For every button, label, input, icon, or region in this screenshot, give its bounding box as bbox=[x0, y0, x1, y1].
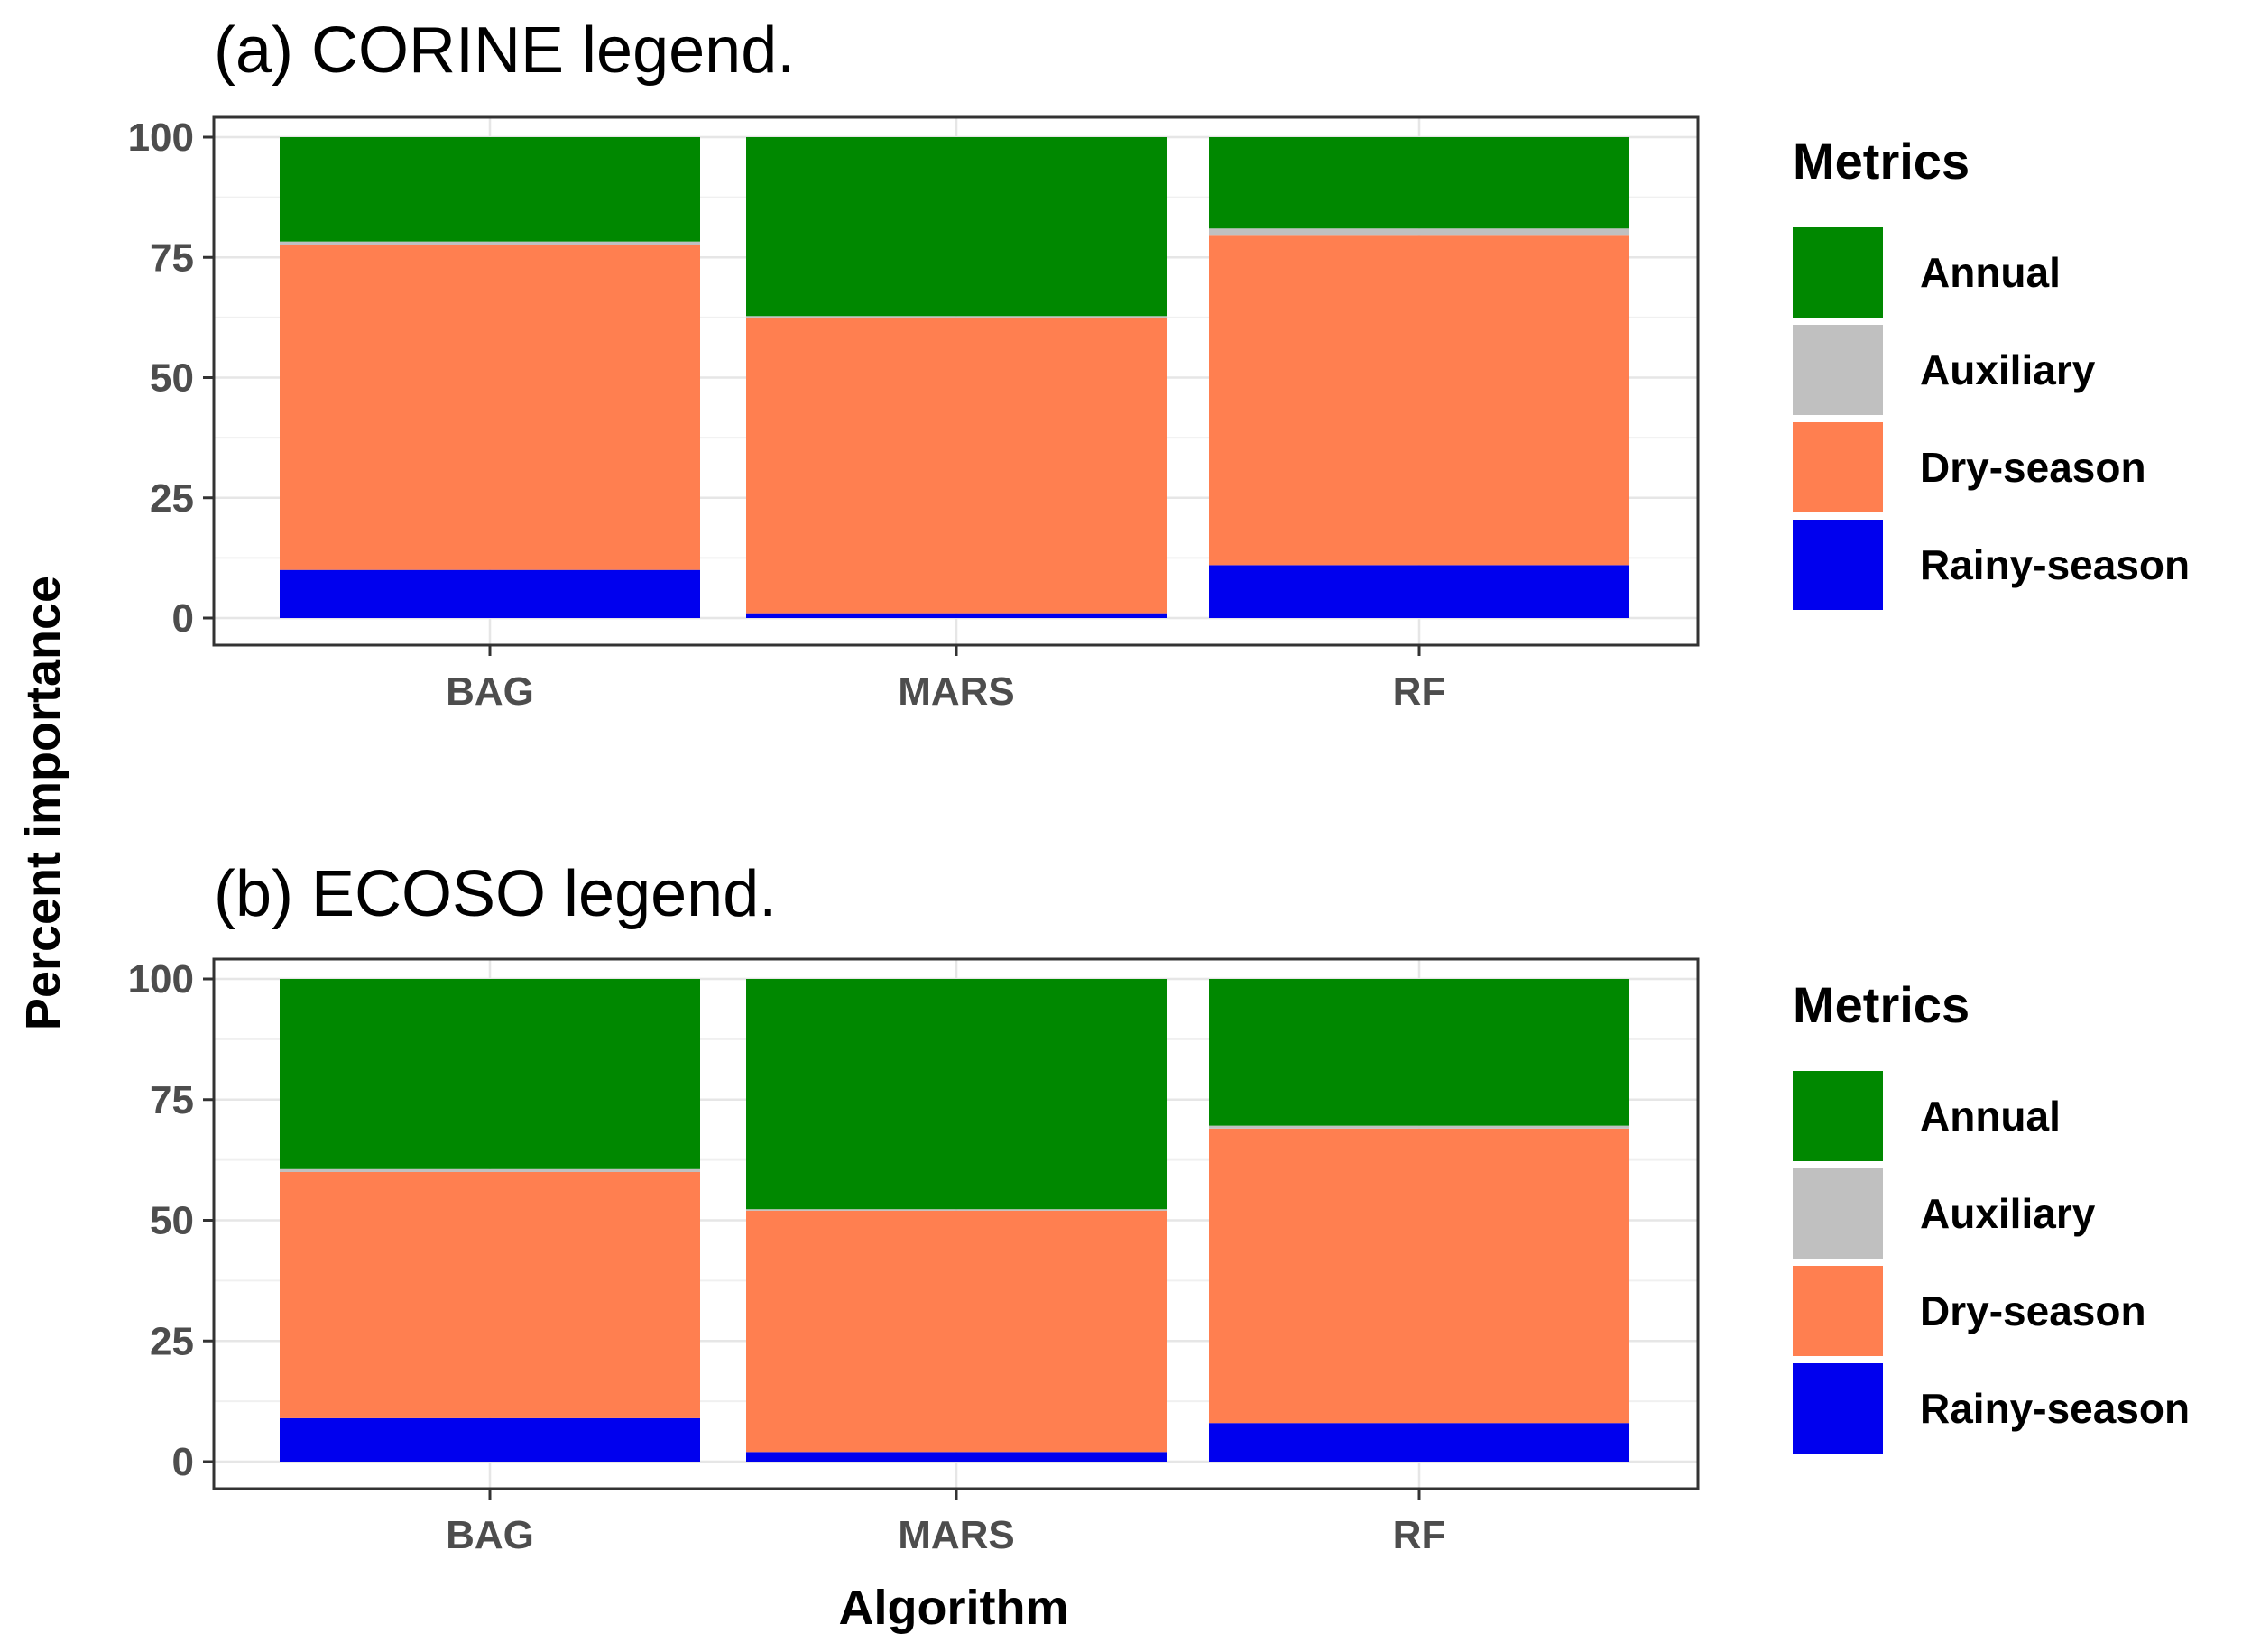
legend-key-dry-season bbox=[1793, 1266, 1883, 1356]
legend: Metrics Annual Auxiliary Dry-season Rainy-se… bbox=[1793, 976, 2190, 1454]
y-tick-label: 25 bbox=[150, 476, 194, 521]
x-tick-label: BAG bbox=[446, 669, 534, 714]
legend-key-rainy-season bbox=[1793, 520, 1883, 610]
bar-segment-auxiliary bbox=[746, 316, 1167, 318]
bar-bag bbox=[280, 137, 700, 618]
x-tick-label: MARS bbox=[898, 1513, 1015, 1557]
y-tick-label: 100 bbox=[128, 115, 194, 160]
y-tick-label: 100 bbox=[128, 957, 194, 1001]
bar-segment-auxiliary bbox=[280, 1168, 700, 1172]
legend-title: Metrics bbox=[1793, 976, 1970, 1033]
bar-segment-dry-season bbox=[1209, 235, 1629, 566]
x-axis: BAG MARS RF bbox=[446, 1489, 1445, 1557]
bar-segment-annual bbox=[1209, 979, 1629, 1126]
x-tick-label: BAG bbox=[446, 1513, 534, 1557]
y-tick-label: 75 bbox=[150, 235, 194, 280]
bars bbox=[280, 979, 1629, 1462]
legend-label-dry-season: Dry-season bbox=[1920, 1287, 2146, 1334]
y-axis: 0 25 50 75 100 bbox=[128, 957, 214, 1484]
y-tick-label: 50 bbox=[150, 356, 194, 401]
bar-segment-annual bbox=[280, 137, 700, 242]
bar-segment-auxiliary bbox=[280, 241, 700, 245]
y-axis: 0 25 50 75 100 bbox=[128, 115, 214, 641]
legend-label-annual: Annual bbox=[1920, 249, 2061, 296]
y-tick-label: 0 bbox=[172, 1440, 194, 1484]
legend-label-auxiliary: Auxiliary bbox=[1920, 1190, 2096, 1237]
bar-segment-auxiliary bbox=[746, 1209, 1167, 1211]
bar-segment-rainy-season bbox=[746, 1452, 1167, 1462]
bar-segment-auxiliary bbox=[1209, 1125, 1629, 1129]
x-tick-label: RF bbox=[1393, 1513, 1446, 1557]
bar-mars bbox=[746, 137, 1167, 618]
bar-segment-annual bbox=[746, 979, 1167, 1210]
y-tick-label: 50 bbox=[150, 1199, 194, 1243]
bar-bag bbox=[280, 979, 700, 1462]
y-tick-label: 25 bbox=[150, 1319, 194, 1363]
legend-label-auxiliary: Auxiliary bbox=[1920, 346, 2096, 393]
chart-panel-1: (a) CORINE legend. 0 25 50 75 100 BAG MARS RF Met… bbox=[128, 14, 2191, 714]
x-tick-label: MARS bbox=[898, 669, 1015, 714]
bar-mars bbox=[746, 979, 1167, 1462]
bar-segment-rainy-season bbox=[280, 1417, 700, 1462]
bar-segment-rainy-season bbox=[280, 569, 700, 618]
legend-title: Metrics bbox=[1793, 133, 1970, 189]
legend-key-annual bbox=[1793, 1071, 1883, 1161]
bar-segment-dry-season bbox=[280, 245, 700, 570]
bar-segment-annual bbox=[746, 137, 1167, 317]
legend-label-dry-season: Dry-season bbox=[1920, 444, 2146, 491]
bar-segment-rainy-season bbox=[1209, 565, 1629, 618]
bar-segment-rainy-season bbox=[1209, 1423, 1629, 1462]
chart-title: (b) ECOSO legend. bbox=[214, 858, 777, 930]
legend-key-auxiliary bbox=[1793, 1168, 1883, 1259]
bar-segment-annual bbox=[1209, 137, 1629, 229]
legend-key-annual bbox=[1793, 227, 1883, 318]
bar-segment-dry-season bbox=[280, 1172, 700, 1418]
bar-segment-dry-season bbox=[1209, 1128, 1629, 1424]
bar-segment-dry-season bbox=[746, 1210, 1167, 1453]
legend-key-dry-season bbox=[1793, 422, 1883, 512]
bar-segment-annual bbox=[280, 979, 700, 1169]
x-axis-title: Algorithm bbox=[839, 1581, 1069, 1635]
legend-label-rainy-season: Rainy-season bbox=[1920, 1385, 2190, 1432]
legend-key-rainy-season bbox=[1793, 1363, 1883, 1454]
legend-label-rainy-season: Rainy-season bbox=[1920, 541, 2190, 588]
chart-panel-2: (b) ECOSO legend. 0 25 50 75 100 BAG MARS RF Metr… bbox=[128, 858, 2191, 1557]
bar-rf bbox=[1209, 137, 1629, 618]
bar-segment-auxiliary bbox=[1209, 228, 1629, 236]
legend: Metrics Annual Auxiliary Dry-season Rainy-se… bbox=[1793, 133, 2190, 610]
y-axis-title: Percent importance bbox=[16, 576, 70, 1030]
x-axis: BAG MARS RF bbox=[446, 645, 1445, 714]
bar-segment-dry-season bbox=[746, 317, 1167, 614]
y-tick-label: 75 bbox=[150, 1078, 194, 1122]
chart-panels: (a) CORINE legend. 0 25 50 75 100 BAG MARS RF Met… bbox=[128, 14, 2191, 1557]
bar-rf bbox=[1209, 979, 1629, 1462]
x-tick-label: RF bbox=[1393, 669, 1446, 714]
bars bbox=[280, 137, 1629, 618]
legend-label-annual: Annual bbox=[1920, 1093, 2061, 1140]
y-tick-label: 0 bbox=[172, 596, 194, 641]
chart-title: (a) CORINE legend. bbox=[214, 14, 795, 87]
legend-key-auxiliary bbox=[1793, 325, 1883, 415]
bar-segment-rainy-season bbox=[746, 613, 1167, 618]
